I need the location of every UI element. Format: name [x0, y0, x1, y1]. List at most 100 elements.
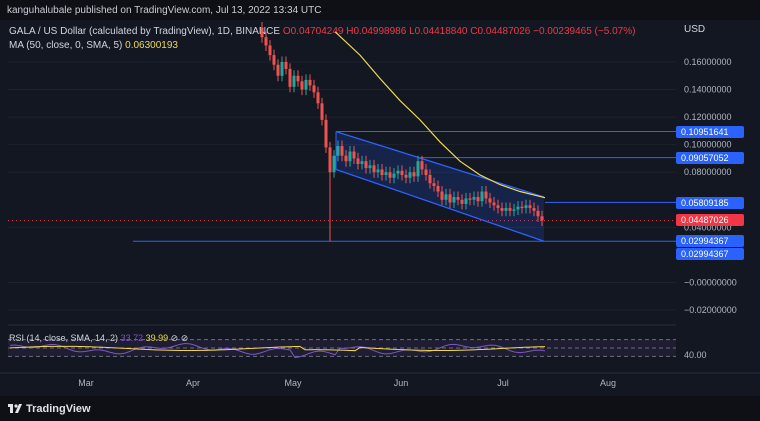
candle-body [336, 146, 340, 156]
y-tick-label: 0.10000000 [684, 140, 732, 150]
price-tag [676, 235, 744, 247]
ohlc-high: H0.04998986 [346, 26, 407, 37]
candle-body [288, 68, 292, 87]
price-tag [676, 126, 744, 138]
ohlc-low: L0.04418840 [409, 26, 468, 37]
candle-body [316, 92, 320, 104]
rsi-value: 33.72 [120, 333, 144, 343]
rsi-sma-value: 39.99 [145, 333, 169, 343]
candle-body [480, 191, 484, 202]
candle-body [440, 191, 444, 200]
x-tick-label: Jun [394, 378, 409, 388]
candle-body [528, 205, 532, 209]
x-tick-label: May [284, 378, 302, 388]
candle-body [296, 75, 300, 82]
y-tick-label: 0.08000000 [684, 167, 732, 177]
candle-body [396, 170, 400, 174]
candle-body [532, 208, 536, 211]
rsi-legend[interactable]: RSI (14, close, SMA, 14, 2) 33.72 39.99 … [9, 333, 188, 344]
candle-body [280, 62, 284, 76]
rsi-sma-line [9, 345, 546, 352]
candle-body [368, 165, 372, 169]
candle-body [308, 79, 312, 86]
brand-name: TradingView [26, 403, 91, 415]
price-tag [676, 152, 744, 164]
candle-body [492, 202, 496, 206]
candle-body [388, 172, 392, 178]
price-tag [676, 214, 744, 226]
x-tick-label: Apr [186, 378, 200, 388]
candle-body [348, 151, 352, 162]
ma-line [334, 31, 546, 199]
channel-fill [336, 131, 544, 242]
descending-channel [335, 130, 545, 242]
candle-body [284, 62, 288, 69]
candle-body [320, 103, 324, 120]
x-axis: Mar Apr May Jun Jul Aug [0, 372, 760, 388]
rsi-pane: 40.00 [8, 324, 707, 360]
ohlc-open: O0.04704249 [282, 26, 344, 37]
candlesticks [260, 22, 544, 242]
rsi-label: RSI (14, close, SMA, 14, 2) [9, 333, 119, 343]
y-tick-label: 0.12000000 [684, 112, 732, 122]
symbol-name: GALA / US Dollar (calculated by TradingV… [9, 26, 281, 37]
candle-body [372, 165, 376, 173]
x-tick-label: Aug [600, 378, 616, 388]
candle-body [408, 172, 412, 178]
candle-body [468, 198, 472, 200]
candle-body [444, 194, 448, 200]
candle-body [432, 183, 436, 186]
candle-body [300, 81, 304, 90]
price-tag-label: 0.09057052 [681, 153, 729, 163]
candle-body [484, 191, 488, 199]
candle-body [488, 198, 492, 203]
candle-body [416, 161, 420, 177]
moving-average-line [334, 31, 546, 199]
currency-label: USD [684, 24, 706, 35]
price-tag [676, 197, 744, 209]
candle-body [376, 169, 380, 173]
x-tick-label: Jul [497, 378, 509, 388]
candle-body [448, 194, 452, 203]
channel-upper-line [335, 130, 545, 198]
price-tag-label: 0.05809185 [681, 198, 729, 208]
grid [8, 61, 676, 311]
ohlc-change: −0.00239465 (−5.07%) [533, 26, 636, 37]
symbol-legend[interactable]: GALA / US Dollar (calculated by TradingV… [9, 26, 635, 37]
candle-body [512, 209, 516, 211]
candle-body [540, 216, 544, 221]
y-tick-label: 0.14000000 [684, 85, 732, 95]
candle-body [424, 169, 428, 175]
y-tick-label: 0.16000000 [684, 57, 732, 67]
candle-body [404, 174, 408, 178]
candle-body [272, 55, 276, 65]
candle-body [380, 169, 384, 175]
y-tick-label: 0.04000000 [684, 222, 732, 232]
candle-body [520, 206, 524, 209]
price-tag-label: 0.10951641 [681, 127, 729, 137]
candle-body [312, 85, 316, 93]
candle-body [304, 79, 308, 90]
candle-body [344, 155, 348, 162]
candle-body [536, 210, 540, 217]
candle-body [352, 151, 356, 159]
candle-body [500, 208, 504, 211]
ma-legend[interactable]: MA (50, close, 0, SMA, 5) 0.06300193 [9, 40, 178, 51]
candle-body [276, 64, 280, 76]
candle-body [260, 27, 264, 38]
candle-body [428, 174, 432, 184]
price-tag [676, 248, 744, 260]
visibility-icons[interactable]: ⊘ ⊘ [170, 333, 189, 343]
ma-value: 0.06300193 [125, 40, 178, 51]
candle-body [324, 119, 328, 148]
y-axis: 0.16000000 0.14000000 0.12000000 0.10000000… [684, 57, 737, 315]
top-bar [0, 0, 760, 20]
price-tags: 0.10951641 0.09057052 0.05809185 0.04487026… [676, 126, 744, 260]
rsi-line [9, 343, 546, 359]
candle-body [436, 186, 440, 192]
candle-body [264, 37, 268, 46]
candle-body [504, 208, 508, 211]
candle-body [420, 161, 424, 170]
